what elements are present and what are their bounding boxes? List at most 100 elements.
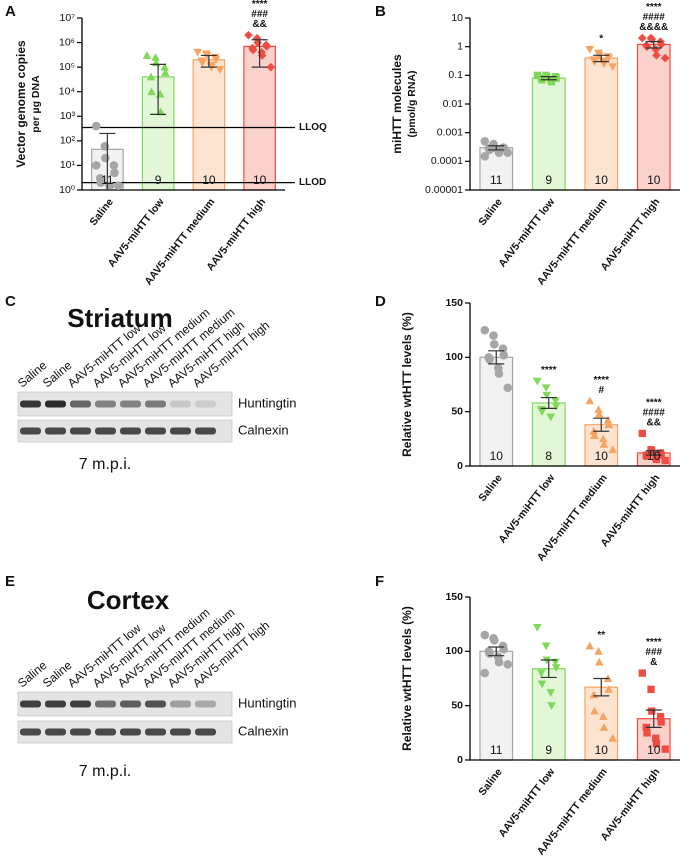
error-bar bbox=[593, 54, 610, 63]
error-bar bbox=[488, 145, 505, 151]
data-point bbox=[257, 51, 267, 60]
blot-band bbox=[20, 728, 41, 736]
significance-label: **** bbox=[646, 397, 662, 408]
panel-letter: F bbox=[375, 573, 384, 590]
data-point bbox=[651, 45, 661, 54]
bar bbox=[192, 59, 226, 191]
data-point bbox=[537, 680, 547, 689]
significance-label: **** bbox=[541, 365, 557, 376]
panel-letter: E bbox=[5, 573, 15, 590]
data-point bbox=[642, 42, 652, 51]
y-axis-label: per µg DNA bbox=[30, 75, 42, 133]
y-tick-label: 0 bbox=[457, 460, 463, 472]
bar bbox=[531, 668, 566, 761]
data-point bbox=[546, 689, 556, 697]
blot-band bbox=[45, 427, 66, 435]
data-point bbox=[638, 33, 647, 43]
data-point bbox=[652, 50, 661, 60]
data-point bbox=[547, 702, 556, 710]
data-point bbox=[603, 416, 613, 424]
error-bar bbox=[200, 54, 217, 68]
n-label: 9 bbox=[545, 173, 552, 187]
y-tick-label: 0.1 bbox=[448, 69, 463, 81]
y-tick-label: 150 bbox=[445, 591, 463, 603]
data-point bbox=[248, 45, 258, 55]
significance-label: #### bbox=[643, 12, 666, 23]
blot-title: Striatum bbox=[67, 303, 172, 333]
data-point bbox=[638, 669, 646, 677]
blot-caption: 7 m.p.i. bbox=[79, 456, 131, 473]
blot-band bbox=[120, 728, 141, 736]
x-tick-label: Saline bbox=[476, 196, 505, 228]
data-point bbox=[91, 161, 101, 170]
data-point bbox=[643, 452, 651, 460]
x-tick-label: AAV5-miHTT high bbox=[598, 766, 662, 843]
band-label: Calnexin bbox=[238, 422, 289, 437]
blot-band bbox=[145, 427, 166, 435]
data-point bbox=[114, 181, 123, 190]
data-point bbox=[657, 718, 665, 726]
data-point bbox=[110, 168, 119, 178]
error-bar bbox=[251, 39, 268, 68]
blot-band bbox=[45, 728, 66, 736]
y-tick-label: 50 bbox=[451, 405, 463, 417]
y-tick-label: 0.0001 bbox=[431, 155, 463, 167]
data-point bbox=[215, 66, 225, 74]
reference-label: LLOQ bbox=[299, 122, 327, 133]
error-bar bbox=[488, 350, 505, 365]
significance-label: #### bbox=[643, 407, 666, 418]
y-tick-label: 0.001 bbox=[437, 126, 463, 138]
n-label: 10 bbox=[647, 173, 661, 187]
panel-letter: C bbox=[5, 293, 16, 310]
significance-label: **** bbox=[646, 2, 662, 13]
n-label: 9 bbox=[155, 173, 162, 187]
y-tick-label: 150 bbox=[445, 297, 463, 309]
data-point bbox=[489, 636, 499, 645]
data-point bbox=[599, 723, 609, 731]
band-label: Huntingtin bbox=[238, 695, 297, 710]
data-point bbox=[599, 60, 609, 69]
blot-band bbox=[20, 700, 41, 708]
y-tick-label: 50 bbox=[451, 699, 463, 711]
x-tick-label: AAV5-miHTT low bbox=[496, 196, 558, 270]
data-point bbox=[244, 30, 253, 40]
x-tick-label: Saline bbox=[87, 196, 116, 228]
blot-title: Cortex bbox=[87, 585, 170, 615]
data-point bbox=[551, 664, 561, 672]
data-point bbox=[652, 455, 661, 464]
significance-label: **** bbox=[593, 375, 609, 386]
n-label: 10 bbox=[595, 173, 609, 187]
significance-label: **** bbox=[252, 0, 268, 10]
data-point bbox=[503, 383, 512, 393]
blot-band bbox=[170, 728, 191, 736]
data-point bbox=[604, 685, 613, 693]
data-point bbox=[541, 384, 551, 393]
blot-band bbox=[120, 427, 141, 435]
data-point bbox=[551, 658, 560, 667]
data-point bbox=[160, 68, 170, 77]
x-tick-label: AAV5-miHTT high bbox=[598, 196, 662, 273]
y-tick-label: 0.00001 bbox=[425, 184, 463, 196]
n-label: 8 bbox=[545, 449, 552, 463]
y-axis-label: Relative wtHTT levels (%) bbox=[400, 606, 414, 751]
data-point bbox=[198, 59, 207, 68]
y-tick-label: 0 bbox=[457, 754, 463, 766]
data-point bbox=[503, 148, 512, 158]
data-point bbox=[643, 729, 651, 737]
blot-band bbox=[95, 400, 116, 408]
data-point bbox=[499, 644, 508, 654]
y-tick-label: 10⁶ bbox=[59, 36, 75, 48]
n-label: 11 bbox=[490, 173, 503, 187]
data-point bbox=[262, 42, 272, 51]
x-tick-label: AAV5-miHTT high bbox=[598, 472, 662, 549]
blot-band bbox=[70, 700, 91, 708]
panel-letter: B bbox=[375, 3, 386, 20]
data-point bbox=[266, 62, 276, 72]
data-point bbox=[91, 121, 101, 131]
error-bar bbox=[540, 76, 557, 81]
blot-band bbox=[95, 728, 116, 736]
data-point bbox=[489, 339, 499, 349]
y-tick-label: 10² bbox=[60, 135, 76, 147]
y-tick-label: 10¹ bbox=[60, 159, 76, 171]
data-point bbox=[599, 439, 609, 448]
